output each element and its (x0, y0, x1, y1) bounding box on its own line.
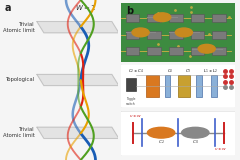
Bar (169, 31, 183, 39)
Polygon shape (37, 22, 119, 33)
Bar (126, 78, 136, 91)
Circle shape (198, 44, 215, 53)
Text: Topological: Topological (6, 77, 35, 83)
Bar (212, 47, 226, 55)
Bar (169, 47, 183, 55)
Text: $L_1\pm L_2$: $L_1\pm L_2$ (203, 67, 218, 75)
Bar (191, 31, 204, 39)
Bar (126, 47, 139, 55)
FancyBboxPatch shape (120, 64, 236, 108)
Bar (212, 14, 226, 22)
Bar (169, 14, 183, 22)
Text: Trivial
Atomic limit: Trivial Atomic limit (3, 127, 35, 138)
Bar (147, 31, 161, 39)
Text: a: a (5, 3, 11, 13)
Bar (147, 47, 161, 55)
Bar (211, 75, 217, 97)
FancyBboxPatch shape (119, 2, 237, 63)
Text: $\nu\pm w$: $\nu\pm w$ (214, 146, 227, 152)
Bar (212, 31, 226, 39)
Text: $C_3$: $C_3$ (185, 67, 192, 75)
Text: $C_2$: $C_2$ (158, 139, 164, 146)
Circle shape (147, 127, 175, 138)
Polygon shape (37, 74, 119, 86)
Bar (191, 47, 204, 55)
Bar (126, 14, 139, 22)
Circle shape (154, 13, 171, 22)
Text: $C_0$: $C_0$ (192, 139, 199, 146)
Bar (147, 14, 161, 22)
Bar (191, 14, 204, 22)
Text: $C_2\pm C_4$: $C_2\pm C_4$ (128, 67, 144, 75)
Circle shape (132, 28, 149, 37)
Circle shape (182, 127, 209, 138)
Bar (164, 75, 170, 97)
Bar (126, 31, 139, 39)
Bar (196, 75, 202, 97)
Bar (178, 75, 190, 97)
Bar (146, 75, 159, 97)
Text: Trivial
Atomic limit: Trivial Atomic limit (3, 22, 35, 33)
Polygon shape (37, 127, 119, 138)
Text: $\nu\pm w$: $\nu\pm w$ (129, 113, 143, 119)
Circle shape (175, 28, 192, 37)
Text: b: b (126, 6, 133, 16)
FancyBboxPatch shape (120, 111, 236, 156)
Text: Toggle
switch: Toggle switch (126, 97, 136, 106)
Text: $\mathit{W}=1$: $\mathit{W}=1$ (75, 3, 96, 12)
Text: $C_0$: $C_0$ (167, 67, 173, 75)
